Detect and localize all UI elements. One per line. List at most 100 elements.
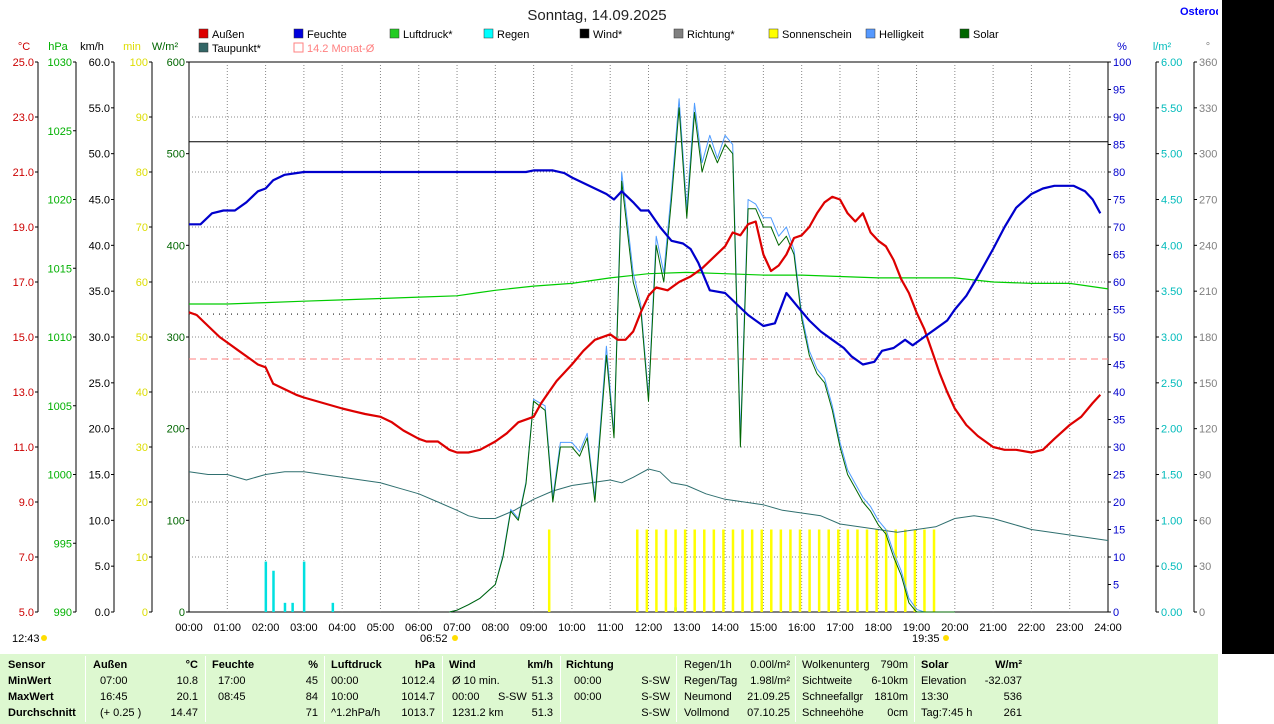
footer-richtung-time: 00:00 [574,675,602,687]
wind-tick-label: 5.0 [95,561,110,573]
legend-label: Außen [212,29,244,41]
direction-tick-label: 300 [1199,149,1217,161]
humidity-tick-label: 50 [1113,332,1125,344]
moon-icon [41,635,47,641]
pressure-tick-label: 990 [54,607,72,619]
sunmin-tick-label: 20 [136,497,148,509]
footer-wolken-value: 790m [880,659,908,671]
series-line-taupunkt [188,468,1109,541]
legend-label: Helligkeit [879,29,924,41]
footer-row-label: Durchschnitt [8,707,76,719]
legend-swatch [959,28,970,39]
footer-regen-label: Vollmond [684,707,730,719]
sunset-time: 19:35 [912,633,940,645]
footer-wolken-label: Schneehöhe [802,707,864,719]
solar-tick-label: 100 [167,515,185,527]
temp-tick-label: 13.0 [13,387,34,399]
rain-tick-label: 5.50 [1161,103,1182,115]
direction-tick-label: 360 [1199,57,1217,69]
moon-time: 12:43 [12,633,40,645]
footer-divider [85,656,86,722]
sunmin-tick-label: 40 [136,387,148,399]
legend-label: Luftdruck* [403,29,453,41]
sunshine-bar [703,529,706,612]
sunrise-time: 06:52 [420,633,448,645]
footer-wolken-value: 6-10km [871,675,908,687]
temp-tick-label: 25.0 [13,57,34,69]
footer-aussen-time: 07:00 [100,675,128,687]
footer-luftdruck-time: 00:00 [331,675,359,687]
solar-axis-unit: W/m² [152,41,179,53]
wind-tick-label: 60.0 [89,57,110,69]
sunshine-bar [760,529,763,612]
humidity-tick-label: 0 [1113,607,1119,619]
footer-unit-luftdruck: hPa [414,659,435,671]
humidity-tick-label: 20 [1113,497,1125,509]
footer-feuchte-value: 84 [305,691,318,703]
rain-tick-label: 3.50 [1161,286,1182,298]
pressure-tick-label: 1005 [48,401,72,413]
sunshine-bar [798,529,802,612]
footer-divider [795,656,796,722]
sunset-icon [943,635,949,641]
sunmin-axis-unit: min [123,41,141,53]
wind-tick-label: 40.0 [89,240,110,252]
rain-bar [302,561,306,612]
chart-title: Sonntag, 14.09.2025 [527,7,666,24]
footer-header-richtung: Richtung [566,659,614,671]
legend-swatch [293,28,304,39]
time-tick-label: 05:00 [367,622,395,634]
time-tick-label: 23:00 [1056,622,1084,634]
time-tick-label: 00:00 [175,622,203,634]
sunmin-tick-label: 50 [136,332,148,344]
footer-solar-value: 536 [1003,691,1022,703]
temp-tick-label: 11.0 [13,442,34,454]
sunshine-bar [837,529,840,612]
legend-label: Taupunkt* [212,43,262,55]
footer-wind-value: 51.3 [531,707,553,719]
footer-wolken-value: 0cm [887,707,908,719]
temp-tick-label: 23.0 [13,112,34,124]
time-tick-label: 17:00 [826,622,854,634]
solar-tick-label: 0 [179,607,185,619]
footer-regen-value: 0.00l/m² [750,659,790,671]
time-tick-label: 01:00 [214,622,242,634]
sunshine-bar [750,529,754,612]
time-tick-label: 03:00 [290,622,318,634]
footer-divider [560,656,561,722]
temp-tick-label: 19.0 [13,222,34,234]
legend-label: Solar [973,29,999,41]
footer-row-label: MinWert [8,675,52,687]
temp-tick-label: 5.0 [19,607,34,619]
footer-luftdruck-time: 10:00 [331,691,359,703]
time-tick-label: 02:00 [252,622,280,634]
footer-wolken-label: Wolkenunterg [802,659,870,671]
wind-tick-label: 35.0 [89,286,110,298]
pressure-tick-label: 1025 [48,126,72,138]
wind-tick-label: 30.0 [89,332,110,344]
footer-divider [205,656,206,722]
footer-row-label: MaxWert [8,691,54,703]
time-tick-label: 16:00 [788,622,816,634]
sunshine-bar [683,529,687,612]
footer-unit-aussen: °C [185,659,198,671]
rain-bar [272,570,275,612]
solar-tick-label: 300 [167,332,185,344]
footer-header-feuchte: Feuchte [212,659,255,671]
sunshine-bar [789,529,792,612]
right-side-panel [1222,0,1274,654]
footer-header-solar: Solar [921,659,949,671]
sunshine-bar [894,529,897,612]
pressure-tick-label: 1020 [48,195,72,207]
wind-tick-label: 50.0 [89,149,110,161]
temp-tick-label: 21.0 [13,167,34,179]
rain-bar [291,602,294,612]
wind-tick-label: 15.0 [89,470,110,482]
footer-luftdruck-time: ^1.2hPa/h [331,707,381,719]
footer-wind-value: 51.3 [531,675,553,687]
sunshine-bar [664,529,668,612]
sunmin-tick-label: 60 [136,277,148,289]
footer-luftdruck-value: 1013.7 [401,707,435,719]
legend-swatch [198,42,209,53]
footer-feuchte-time: 08:45 [218,691,246,703]
